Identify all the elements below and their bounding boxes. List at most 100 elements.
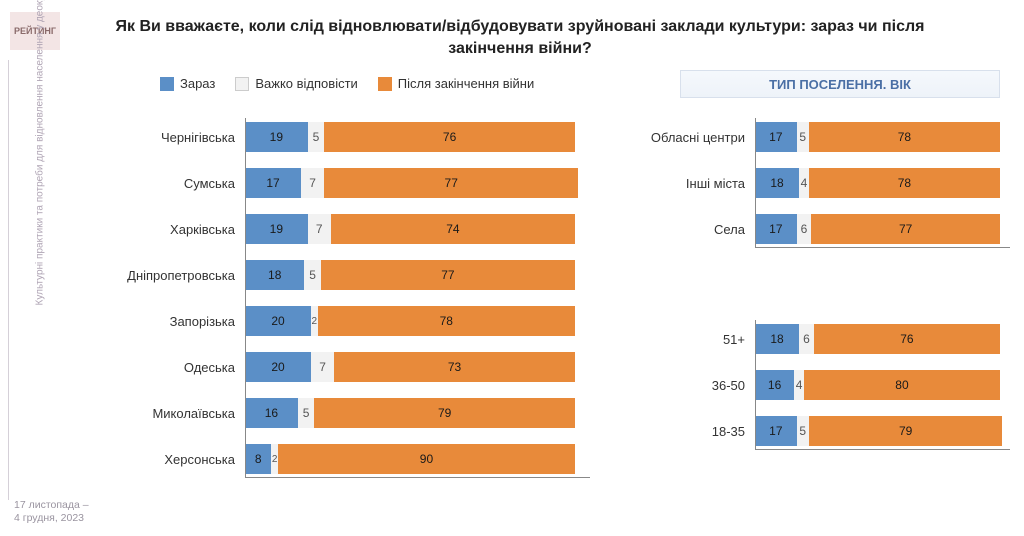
sidebar-caption: Культурні практики та потреби для віднов… <box>35 0 46 306</box>
bar-segment-c: 78 <box>809 122 1000 152</box>
table-row: Сумська17777 <box>90 164 590 202</box>
bar-segment-b: 4 <box>794 370 804 400</box>
table-row: Обласні центри17578 <box>630 118 1010 156</box>
table-row: Херсонська8290 <box>90 440 590 478</box>
legend-swatch-after <box>378 77 392 91</box>
date-footer: 17 листопада – 4 грудня, 2023 <box>14 499 89 526</box>
bar: 19576 <box>245 122 590 152</box>
bar: 18676 <box>755 324 1010 354</box>
table-row: Запорізька20278 <box>90 302 590 340</box>
table-row: Дніпропетровська18577 <box>90 256 590 294</box>
bar-segment-b: 7 <box>301 168 324 198</box>
bar-segment-b: 4 <box>799 168 809 198</box>
table-row: 18-3517579 <box>630 412 1010 450</box>
bar: 18478 <box>755 168 1010 198</box>
legend-label-hard: Важко відповісти <box>255 76 357 91</box>
bar-segment-b: 5 <box>298 398 315 428</box>
bar-segment-a: 16 <box>755 370 794 400</box>
bar-segment-b: 5 <box>308 122 325 152</box>
bar-segment-b: 2 <box>271 444 278 474</box>
legend-item-hard: Важко відповісти <box>235 76 357 91</box>
row-label: Чернігівська <box>90 130 245 145</box>
table-row: 36-5016480 <box>630 366 1010 404</box>
bar-segment-c: 80 <box>804 370 1000 400</box>
legend: Зараз Важко відповісти Після закінчення … <box>160 76 534 91</box>
bar-segment-c: 76 <box>324 122 575 152</box>
row-label: Сумська <box>90 176 245 191</box>
bar: 17578 <box>755 122 1010 152</box>
bar: 18577 <box>245 260 590 290</box>
table-row: 51+18676 <box>630 320 1010 358</box>
sidebar-divider <box>8 60 9 500</box>
bar: 19774 <box>245 214 590 244</box>
bar: 20278 <box>245 306 590 336</box>
legend-swatch-hard <box>235 77 249 91</box>
bar-segment-b: 7 <box>308 214 331 244</box>
bar: 20773 <box>245 352 590 382</box>
row-label: Обласні центри <box>630 130 755 145</box>
age-chart: 51+18676 36-5016480 18-3517579 <box>630 320 1010 458</box>
row-label: Інші міста <box>630 176 755 191</box>
table-row: Чернігівська19576 <box>90 118 590 156</box>
row-label: Херсонська <box>90 452 245 467</box>
row-label: 51+ <box>630 332 755 347</box>
bar-segment-b: 5 <box>797 416 809 446</box>
bar-segment-a: 17 <box>755 416 797 446</box>
row-label: Одеська <box>90 360 245 375</box>
bar-segment-c: 77 <box>321 260 575 290</box>
bar: 17677 <box>755 214 1010 244</box>
table-row: Миколаївська16579 <box>90 394 590 432</box>
row-label: Запорізька <box>90 314 245 329</box>
bar-segment-c: 76 <box>814 324 1000 354</box>
bar-segment-b: 6 <box>799 324 814 354</box>
row-label: Села <box>630 222 755 237</box>
bar-segment-a: 8 <box>245 444 271 474</box>
legend-label-now: Зараз <box>180 76 215 91</box>
bar-segment-b: 7 <box>311 352 334 382</box>
bar-segment-a: 19 <box>245 214 308 244</box>
row-label: 36-50 <box>630 378 755 393</box>
row-label: Дніпропетровська <box>90 268 245 283</box>
table-row: Харківська19774 <box>90 210 590 248</box>
bar-segment-c: 77 <box>811 214 1000 244</box>
bar: 17777 <box>245 168 590 198</box>
bar-segment-c: 74 <box>331 214 575 244</box>
legend-item-after: Після закінчення війни <box>378 76 534 91</box>
bar-segment-a: 17 <box>755 214 797 244</box>
bar-segment-b: 5 <box>797 122 809 152</box>
footer-line1: 17 листопада – <box>14 499 89 513</box>
row-label: 18-35 <box>630 424 755 439</box>
page-title: Як Ви вважаєте, коли слід відновлювати/в… <box>80 16 960 59</box>
bar-segment-b: 5 <box>304 260 321 290</box>
bar: 16480 <box>755 370 1010 400</box>
legend-label-after: Після закінчення війни <box>398 76 534 91</box>
regions-chart: Чернігівська19576Сумська17777Харківська1… <box>90 118 590 486</box>
right-panel-header: ТИП ПОСЕЛЕННЯ. ВІК <box>680 70 1000 98</box>
bar-segment-c: 77 <box>324 168 578 198</box>
bar-segment-c: 90 <box>278 444 575 474</box>
bar: 8290 <box>245 444 590 474</box>
bar-segment-a: 17 <box>245 168 301 198</box>
bar-segment-c: 79 <box>314 398 575 428</box>
bar-segment-b: 6 <box>797 214 812 244</box>
bar-segment-c: 78 <box>318 306 575 336</box>
row-label: Миколаївська <box>90 406 245 421</box>
bar-segment-b: 2 <box>311 306 318 336</box>
bar-segment-a: 16 <box>245 398 298 428</box>
bar-segment-c: 79 <box>809 416 1003 446</box>
legend-swatch-now <box>160 77 174 91</box>
legend-item-now: Зараз <box>160 76 215 91</box>
row-label: Харківська <box>90 222 245 237</box>
bar: 17579 <box>755 416 1010 446</box>
bar-segment-c: 78 <box>809 168 1000 198</box>
bar-segment-a: 20 <box>245 306 311 336</box>
bar: 16579 <box>245 398 590 428</box>
table-row: Села17677 <box>630 210 1010 248</box>
bar-segment-a: 18 <box>245 260 304 290</box>
settlement-chart: Обласні центри17578Інші міста18478Села17… <box>630 118 1010 256</box>
bar-segment-c: 73 <box>334 352 575 382</box>
bar-segment-a: 18 <box>755 168 799 198</box>
bar-segment-a: 18 <box>755 324 799 354</box>
footer-line2: 4 грудня, 2023 <box>14 512 89 526</box>
bar-segment-a: 19 <box>245 122 308 152</box>
